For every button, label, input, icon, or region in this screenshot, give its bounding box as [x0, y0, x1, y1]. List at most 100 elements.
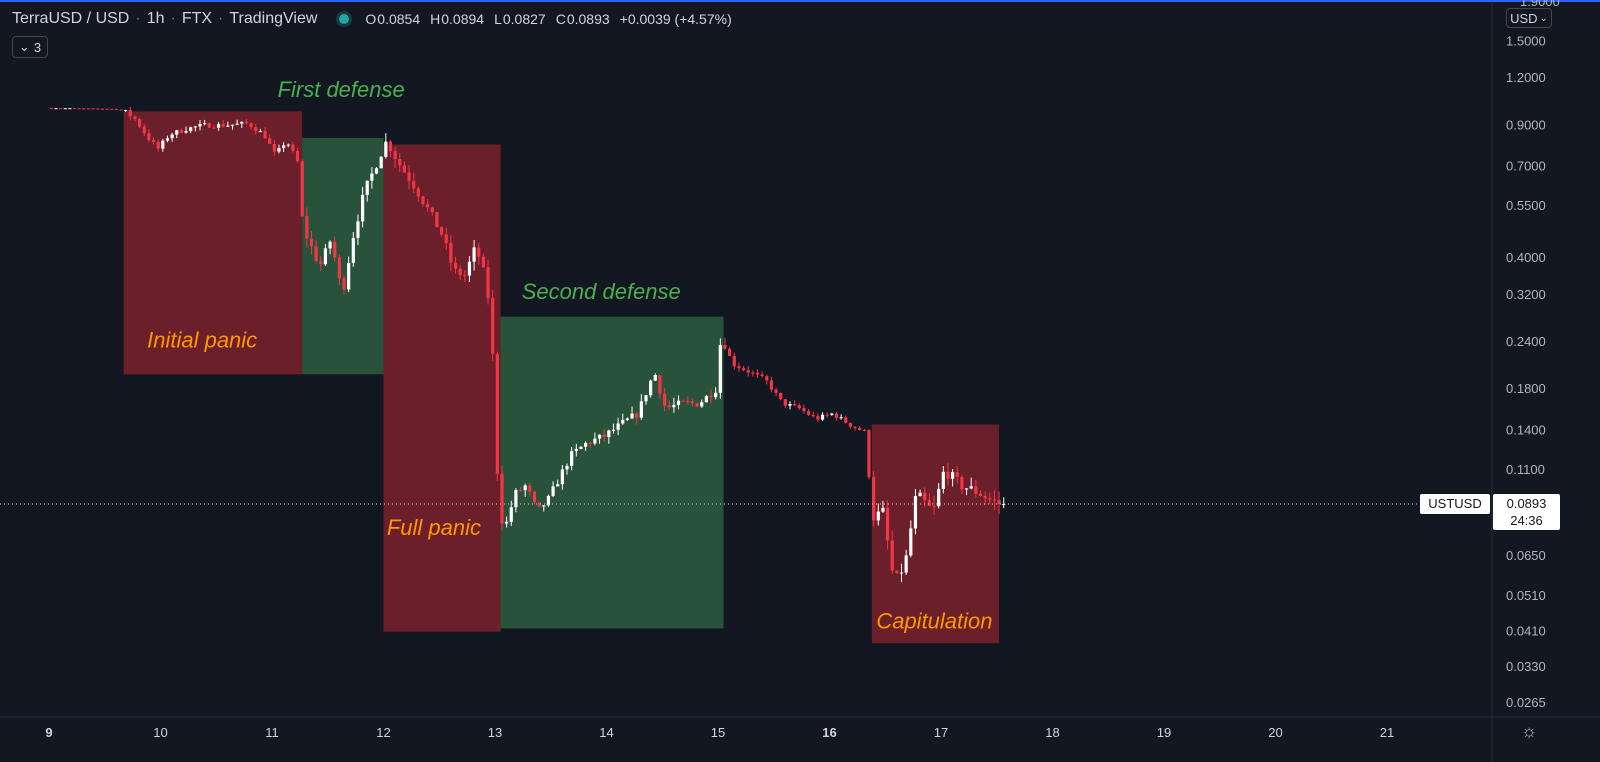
- candle: [960, 474, 964, 494]
- candle: [927, 493, 931, 507]
- time-tick-label: 19: [1157, 725, 1171, 740]
- candle: [305, 207, 309, 248]
- candle: [951, 468, 955, 487]
- candle: [783, 399, 787, 409]
- interval-label[interactable]: 1h: [146, 10, 165, 27]
- candle: [630, 406, 634, 419]
- indicators-collapse-button[interactable]: ⌄ 3: [12, 36, 48, 58]
- candle: [537, 502, 541, 508]
- candle: [714, 387, 718, 400]
- candle: [244, 118, 249, 125]
- chart-header: TerraUSD / USD · 1h · FTX · TradingView …: [12, 8, 732, 30]
- candle: [867, 429, 871, 480]
- candle: [923, 487, 927, 507]
- candle: [96, 108, 100, 110]
- candle: [723, 337, 727, 351]
- candle: [374, 167, 379, 175]
- candle: [179, 128, 184, 134]
- candle: [342, 275, 346, 295]
- candle: [955, 466, 959, 484]
- candle: [398, 153, 402, 173]
- candle: [100, 108, 105, 110]
- candle: [881, 500, 885, 513]
- open-value: 0.0854: [377, 11, 421, 27]
- candle: [347, 256, 351, 293]
- candle: [825, 412, 829, 418]
- candle: [449, 235, 453, 272]
- candle: [412, 172, 416, 193]
- candle: [909, 520, 913, 558]
- candle: [505, 516, 509, 528]
- currency-dropdown[interactable]: USD ⌄: [1506, 8, 1552, 28]
- candle: [49, 107, 53, 109]
- candle: [862, 428, 866, 432]
- candle: [658, 374, 662, 399]
- candle: [72, 108, 77, 110]
- candle: [625, 417, 630, 421]
- candle: [282, 142, 286, 152]
- candle: [393, 147, 397, 168]
- candle: [458, 265, 462, 280]
- candle: [379, 156, 383, 169]
- candle: [556, 479, 560, 487]
- ohlc-values: O0.0854 H0.0894 L0.0827 C0.0893 +0.0039 …: [365, 11, 731, 27]
- candle: [300, 159, 304, 218]
- candle: [472, 239, 476, 271]
- low-label: L: [494, 11, 502, 27]
- candle: [830, 412, 834, 416]
- candle: [370, 167, 374, 189]
- candle: [416, 186, 420, 202]
- header-separator: ·: [218, 10, 224, 27]
- region-first-defense: [302, 137, 384, 375]
- candle: [639, 394, 643, 420]
- price-tick-label: 0.7000: [1506, 158, 1546, 173]
- price-tick-label: 0.3200: [1506, 287, 1546, 302]
- candle: [728, 346, 732, 357]
- candle: [802, 404, 806, 414]
- candle: [774, 387, 778, 397]
- high-value: 0.0894: [441, 11, 485, 27]
- time-tick-label: 9: [45, 725, 52, 740]
- candle: [212, 124, 216, 129]
- candle: [597, 434, 602, 444]
- candle: [68, 108, 72, 110]
- last-price-value: 0.0893: [1506, 496, 1547, 511]
- candle: [291, 142, 295, 153]
- candle: [356, 214, 360, 246]
- candle: [463, 270, 467, 282]
- candle: [91, 108, 95, 110]
- symbol-name[interactable]: TerraUSD / USD: [12, 10, 130, 27]
- candle: [528, 482, 532, 497]
- candle: [969, 477, 973, 490]
- candle: [147, 129, 151, 142]
- candle: [124, 109, 128, 113]
- gear-icon[interactable]: ☼: [1520, 721, 1538, 741]
- region-label: Second defense: [522, 279, 681, 304]
- region-full-panic: [383, 144, 501, 632]
- candle: [876, 503, 880, 526]
- candle: [649, 379, 653, 398]
- market-status-icon[interactable]: [339, 14, 350, 24]
- candle: [676, 395, 681, 410]
- time-tick-label: 15: [711, 725, 725, 740]
- region-label: Full panic: [387, 515, 481, 540]
- candle: [128, 107, 132, 121]
- candle: [110, 108, 114, 110]
- price-tick-label: 0.0330: [1506, 659, 1546, 674]
- price-tick-label: 0.4000: [1506, 250, 1546, 265]
- candle: [635, 411, 639, 425]
- header-separator: ·: [170, 10, 176, 27]
- candle: [978, 490, 983, 497]
- candle: [263, 127, 267, 139]
- region-label: Initial panic: [147, 327, 257, 352]
- candle: [899, 563, 904, 583]
- candle: [579, 446, 583, 450]
- candle: [170, 132, 174, 142]
- price-tick-label: 0.2400: [1506, 334, 1546, 349]
- candle: [319, 256, 323, 272]
- candle: [583, 441, 588, 452]
- candle: [268, 134, 272, 145]
- time-tick-label: 12: [376, 725, 390, 740]
